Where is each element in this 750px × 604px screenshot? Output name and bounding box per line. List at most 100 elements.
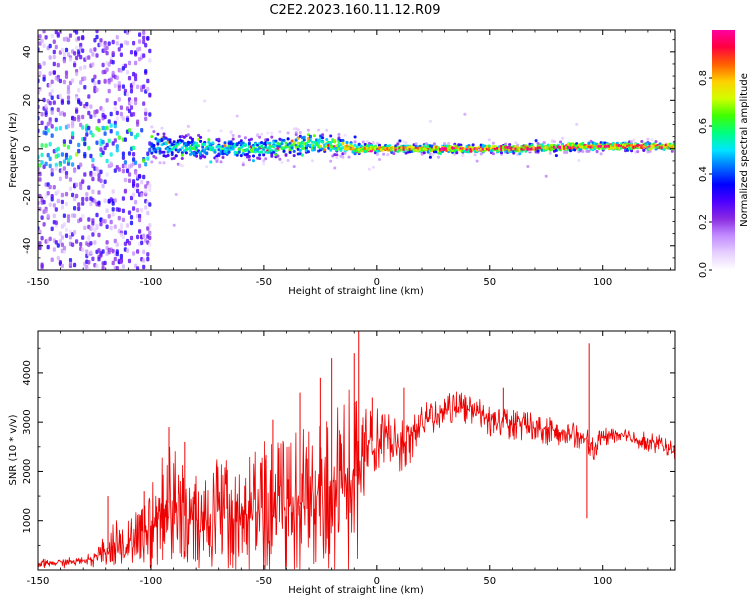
spectrogram-cell [203, 155, 207, 159]
spectrogram-cell [127, 210, 132, 215]
spectrogram-x-tick-label: -100 [140, 277, 163, 288]
spectrogram-cell [99, 169, 103, 175]
spectrogram-cell [91, 232, 95, 237]
spectrogram-cell [199, 139, 203, 143]
spectrogram-cell [54, 166, 58, 171]
spectrogram-y-tick-label: 20 [22, 94, 33, 107]
spectrogram-cell [121, 196, 125, 201]
spectrogram-cell [205, 165, 209, 169]
spectrogram-cell [79, 162, 83, 167]
spectrogram-cell [144, 205, 148, 210]
spectrogram-cell [71, 242, 75, 247]
spectrogram-cell [113, 101, 117, 106]
spectrogram-cell [260, 150, 264, 154]
spectrogram-cell [89, 48, 93, 53]
spectrogram-cell [121, 116, 125, 121]
spectrogram-cell [66, 218, 71, 223]
spectrogram-cell [335, 156, 339, 159]
spectrogram-cell [77, 202, 81, 207]
spectrogram-cell [127, 128, 132, 133]
spectrogram-cell [62, 245, 66, 251]
spectrogram-cell [46, 152, 50, 158]
spectrogram-cell [252, 159, 255, 163]
spectrogram-cell [123, 63, 127, 69]
spectrogram-cell [109, 111, 113, 117]
spectrogram-cell [595, 150, 599, 153]
spectrogram-y-tick-label: 40 [22, 45, 33, 58]
spectrogram-cell [50, 124, 54, 129]
spectrogram-cell [548, 151, 552, 155]
spectrogram-cell [132, 206, 136, 211]
spectrogram-cell [97, 256, 101, 262]
spectrogram-cell [113, 123, 117, 129]
spectrogram-cell [103, 78, 107, 84]
spectrogram-cell [117, 167, 121, 172]
spectrogram-cell [60, 47, 64, 53]
spectrogram-cell [56, 198, 60, 204]
spectrogram-cell [56, 189, 60, 194]
spectrogram-cell [44, 194, 48, 199]
spectrogram-cell [154, 156, 158, 160]
spectrogram-cell [107, 119, 111, 124]
colorbar-axis: 0.0 0.2 0.4 0.6 0.8 [698, 70, 712, 278]
spectrogram-cell [52, 100, 56, 105]
snr-frame [37, 330, 676, 571]
spectrogram-cell [353, 135, 357, 139]
spectrogram-cell [62, 58, 66, 64]
spectrogram-cell [587, 141, 591, 145]
spectrogram-cell [561, 136, 564, 140]
spectrogram-cell [288, 151, 292, 154]
spectrogram-cell [260, 132, 264, 136]
spectrogram-cell [587, 149, 591, 153]
spectrogram-cell [321, 133, 325, 137]
spectrogram-cell [50, 110, 54, 115]
spectrogram-cell [432, 142, 436, 146]
spectrogram-cell [197, 144, 201, 148]
spectrogram-cell [158, 147, 162, 151]
spectrogram-cell [290, 139, 294, 143]
spectrogram-cell [73, 51, 77, 56]
spectrogram-cell [44, 161, 48, 167]
spectrogram-cell [115, 144, 119, 149]
spectrogram-cell [245, 152, 249, 156]
snr-y-tick-label: 2000 [22, 459, 33, 484]
spectrogram-cell [77, 148, 81, 154]
spectrogram-cell [278, 157, 282, 161]
spectrogram-cell [119, 105, 123, 110]
spectrogram-cell [56, 62, 60, 68]
snr-x-tick-label: 0 [374, 576, 380, 587]
spectrogram-cell [87, 185, 91, 190]
spectrogram-cell [125, 168, 130, 174]
spectrogram-cell [138, 39, 142, 44]
spectrogram-cell [119, 111, 123, 117]
spectrogram-cell [79, 80, 83, 85]
spectrogram-cell [115, 35, 119, 40]
spectrogram-x-tick-label: -150 [27, 277, 50, 288]
spectrogram-cell [154, 150, 158, 154]
spectrogram-cell [42, 30, 46, 34]
spectrogram-cell [121, 208, 125, 214]
spectrogram-cell [46, 244, 50, 250]
spectrogram-cell [300, 153, 304, 157]
spectrogram-cell [66, 123, 71, 129]
spectrogram-cell [646, 137, 650, 141]
spectrogram-cell [42, 43, 46, 48]
spectrogram-cell [243, 144, 247, 147]
spectrogram-cell [256, 133, 260, 137]
spectrogram-cell [211, 141, 215, 145]
spectrogram-cell [146, 226, 150, 231]
spectrogram-cell [48, 83, 52, 88]
spectrogram-cell [136, 119, 140, 124]
spectrogram-x-tick-label: 50 [483, 277, 496, 288]
spectrogram-cell [134, 170, 138, 175]
spectrogram-cell [81, 35, 85, 40]
spectrogram-cell [516, 143, 520, 147]
spectrogram-cell [270, 152, 274, 156]
spectrogram-cell [89, 153, 93, 159]
spectrogram-cell [85, 192, 89, 197]
spectrogram-cell [64, 227, 69, 232]
spectrogram-cell [111, 51, 115, 56]
spectrogram-cell [140, 240, 144, 246]
spectrogram-cell [115, 266, 119, 270]
